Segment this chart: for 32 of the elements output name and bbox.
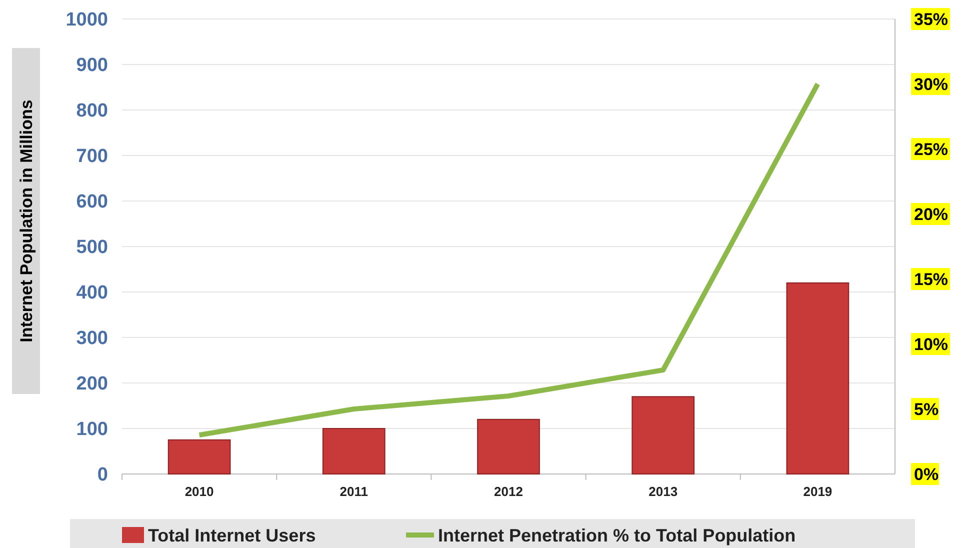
y2-tick-label: 15% — [914, 270, 948, 289]
y-tick-label: 800 — [76, 100, 108, 122]
x-tick-label: 2013 — [648, 484, 678, 499]
x-tick-label: 2010 — [184, 484, 214, 499]
y-tick-label: 400 — [76, 282, 108, 304]
bar — [786, 282, 850, 474]
x-tick-label: 2019 — [803, 484, 832, 499]
y2-tick-label: 20% — [914, 204, 948, 224]
y2-tick-label: 0% — [914, 464, 939, 484]
y2-tick-label: 5% — [914, 400, 939, 419]
y-tick-label: 700 — [76, 146, 108, 168]
y-tick-label: 300 — [76, 328, 108, 350]
y2-tick-label: 35% — [914, 10, 948, 29]
bar — [477, 418, 540, 474]
legend-label: Internet Penetration % to Total Population — [438, 525, 796, 546]
y-tick-label: 100 — [76, 419, 108, 440]
y-tick-label: 200 — [76, 374, 108, 395]
y-tick-label: 900 — [76, 55, 108, 76]
y2-tick-label: 10% — [914, 334, 948, 354]
x-tick-label: 2012 — [494, 484, 523, 499]
y2-tick-label: 30% — [914, 74, 948, 94]
y-tick-label: 0 — [97, 464, 108, 486]
y-tick-label: 1000 — [66, 10, 108, 31]
y-axis-title: Internet Population in Millions — [17, 100, 36, 342]
bar — [632, 396, 695, 474]
legend-label: Total Internet Users — [148, 525, 316, 546]
x-tick-label: 2011 — [340, 484, 368, 499]
bar — [168, 439, 231, 474]
bar — [322, 428, 386, 474]
y-tick-label: 500 — [76, 237, 108, 258]
y-tick-label: 600 — [76, 192, 108, 213]
y2-tick-label: 25% — [914, 140, 948, 159]
